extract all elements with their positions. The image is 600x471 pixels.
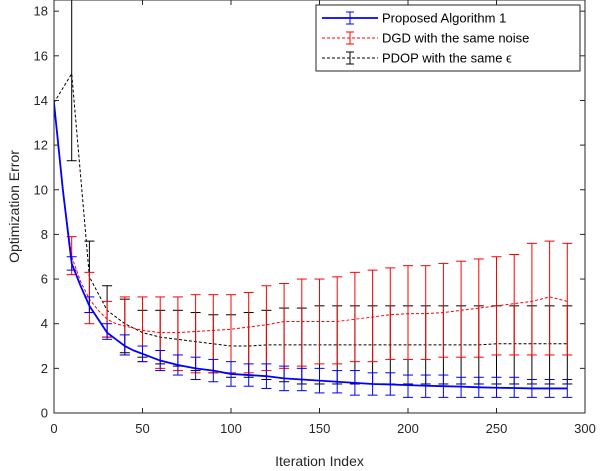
x-axis-label: Iteration Index: [275, 453, 364, 469]
legend: Proposed Algorithm 1 DGD with the same no…: [315, 4, 581, 72]
legend-entry-label: PDOP with the same ϵ: [382, 51, 512, 66]
series-2: [54, 102, 573, 374]
y-tick-label: 14: [34, 93, 48, 108]
y-tick-label: 10: [34, 182, 48, 197]
x-tick-label: 150: [309, 421, 331, 436]
axis-ticks: 0 50 100 150 200 250 300 0 2 4 6 8 10 12 14 16 18: [34, 0, 596, 436]
series-line: [54, 102, 568, 390]
y-tick-label: 18: [34, 4, 48, 19]
x-tick-label: 300: [574, 421, 596, 436]
y-tick-label: 16: [34, 48, 48, 63]
y-tick-label: 2: [41, 361, 48, 376]
y-axis-label: Optimization Error: [6, 150, 22, 263]
y-tick-label: 12: [34, 138, 48, 153]
x-tick-label: 50: [135, 421, 149, 436]
y-tick-label: 8: [41, 227, 48, 242]
x-tick-label: 200: [397, 421, 419, 436]
y-tick-label: 0: [41, 406, 48, 421]
series-line: [54, 73, 568, 347]
plot-area: [54, 0, 573, 398]
y-tick-label: 4: [41, 316, 48, 331]
y-tick-label: 6: [41, 272, 48, 287]
x-tick-label: 100: [220, 421, 242, 436]
x-tick-label: 0: [50, 421, 57, 436]
x-tick-label: 250: [486, 421, 508, 436]
series-line: [54, 102, 568, 334]
legend-entry-label: DGD with the same noise: [382, 31, 529, 46]
series-1: [54, 102, 573, 398]
legend-entry-label: Proposed Algorithm 1: [382, 11, 506, 26]
